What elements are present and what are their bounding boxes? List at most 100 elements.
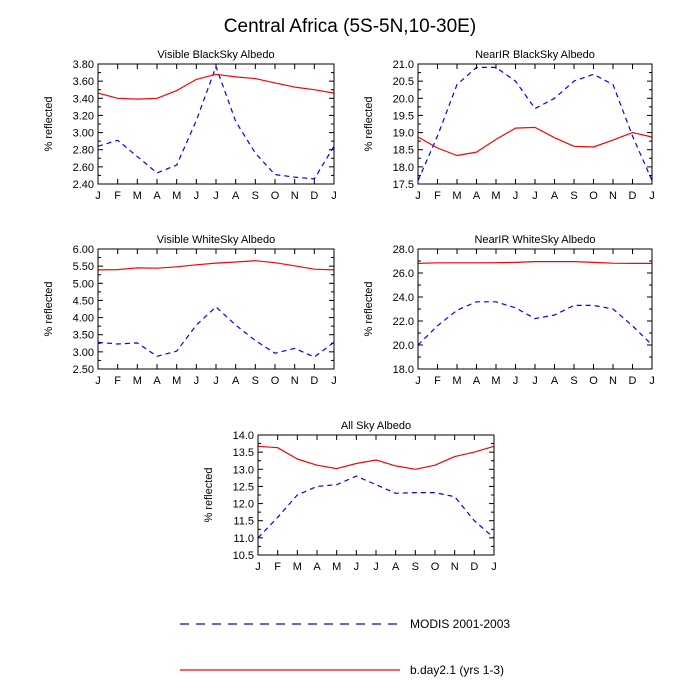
x-tick-label: A — [313, 561, 321, 573]
x-tick-label: M — [133, 375, 142, 387]
x-tick-label: J — [491, 561, 497, 573]
x-tick-label: M — [332, 561, 341, 573]
plot-frame — [257, 434, 495, 556]
y-tick-label: 5.50 — [73, 261, 94, 273]
x-tick-label: M — [452, 375, 461, 387]
series-line-modis — [417, 66, 653, 181]
series-line-model — [97, 260, 335, 271]
x-tick-label: J — [331, 375, 337, 387]
x-tick-label: F — [434, 375, 441, 387]
y-tick-label: 28.0 — [393, 244, 414, 256]
x-tick-label: J — [255, 561, 261, 573]
x-tick-label: J — [532, 190, 538, 202]
y-tick-label: 4.50 — [73, 295, 94, 307]
plot-frame — [417, 63, 653, 185]
y-tick-label: 10.5 — [233, 550, 254, 562]
y-tick-label: 3.40 — [73, 93, 94, 105]
x-tick-label: F — [434, 190, 441, 202]
chart-panel-5: All Sky Albedo 10.5 11.0 11.5 12.0 12.5 13.0 13… — [203, 420, 497, 573]
series-line-model — [257, 445, 495, 470]
y-tick-label: 18.5 — [393, 145, 414, 157]
y-tick-label: 12.0 — [233, 499, 254, 511]
y-tick-label: 3.60 — [73, 76, 94, 88]
x-tick-label: D — [629, 375, 637, 387]
y-axis-label: % reflected — [43, 96, 55, 151]
x-tick-label: S — [252, 190, 259, 202]
x-tick-label: J — [95, 375, 101, 387]
x-tick-label: A — [232, 190, 240, 202]
y-tick-label: 3.80 — [73, 59, 94, 71]
chart-panel-4: NearIR WhiteSky Albedo 18.0 20.0 22.0 24.0 26… — [363, 234, 655, 387]
legend: MODIS 2001-2003 b.day2.1 (yrs 1-3) — [180, 617, 510, 677]
y-tick-label: 19.0 — [393, 128, 414, 140]
y-tick-label: 20.0 — [393, 93, 414, 105]
chart-panel-1: Visible BlackSky Albedo 2.40 2.60 2.80 3.00 3… — [43, 49, 337, 202]
y-axis-label: % reflected — [203, 467, 215, 522]
y-tick-label: 2.80 — [73, 145, 94, 157]
x-tick-label: D — [310, 375, 318, 387]
x-tick-label: A — [392, 561, 400, 573]
x-tick-label: N — [291, 190, 299, 202]
y-tick-label: 18.0 — [393, 364, 414, 376]
panel-title: NearIR WhiteSky Albedo — [474, 234, 595, 246]
y-tick-label: 17.5 — [393, 179, 414, 191]
x-tick-label: D — [629, 190, 637, 202]
x-tick-label: O — [271, 190, 280, 202]
x-tick-label: A — [473, 375, 481, 387]
series-line-modis — [97, 65, 335, 180]
y-tick-label: 3.00 — [73, 128, 94, 140]
y-tick-label: 20.0 — [393, 340, 414, 352]
panel-title: NearIR BlackSky Albedo — [475, 49, 595, 61]
x-tick-label: A — [232, 375, 240, 387]
y-tick-label: 3.20 — [73, 110, 94, 122]
x-tick-label: J — [373, 561, 379, 573]
series-line-model — [417, 261, 652, 264]
y-tick-label: 2.60 — [73, 162, 94, 174]
series-line-model — [97, 73, 335, 100]
x-tick-label: N — [609, 190, 617, 202]
y-tick-label: 12.5 — [233, 481, 254, 493]
y-tick-label: 11.5 — [233, 516, 254, 528]
chart-panel-3: Visible WhiteSky Albedo 2.50 3.00 3.50 4.00 4… — [43, 234, 337, 387]
y-tick-label: 4.00 — [73, 313, 94, 325]
x-tick-label: S — [570, 375, 577, 387]
x-tick-label: O — [271, 375, 280, 387]
x-tick-label: J — [649, 190, 655, 202]
x-tick-label: M — [172, 375, 181, 387]
y-tick-label: 11.0 — [233, 533, 254, 545]
x-tick-label: M — [491, 375, 500, 387]
plot-frame — [417, 248, 653, 370]
x-tick-label: M — [293, 561, 302, 573]
x-tick-label: M — [491, 190, 500, 202]
x-tick-label: A — [551, 375, 559, 387]
x-tick-label: J — [213, 190, 219, 202]
x-tick-label: A — [153, 375, 161, 387]
x-tick-label: O — [431, 561, 440, 573]
panel-title: Visible WhiteSky Albedo — [157, 234, 275, 246]
x-tick-label: J — [354, 561, 360, 573]
x-tick-label: M — [452, 190, 461, 202]
x-tick-label: N — [609, 375, 617, 387]
chart-panel-2: NearIR BlackSky Albedo 17.5 18.0 18.5 19.0 19… — [363, 49, 655, 202]
x-tick-label: O — [589, 190, 598, 202]
x-tick-label: J — [513, 375, 519, 387]
y-tick-label: 5.00 — [73, 278, 94, 290]
x-tick-label: A — [153, 190, 161, 202]
x-tick-label: A — [473, 190, 481, 202]
y-tick-label: 26.0 — [393, 268, 414, 280]
x-tick-label: J — [532, 375, 538, 387]
series-line-modis — [257, 475, 495, 539]
y-tick-label: 13.0 — [233, 464, 254, 476]
y-axis-label: % reflected — [363, 281, 375, 336]
y-tick-label: 3.50 — [73, 330, 94, 342]
y-tick-label: 6.00 — [73, 244, 94, 256]
x-tick-label: J — [649, 375, 655, 387]
x-tick-label: M — [133, 190, 142, 202]
y-tick-label: 21.0 — [393, 59, 414, 71]
y-tick-label: 18.0 — [393, 162, 414, 174]
x-tick-label: F — [114, 375, 121, 387]
panel-title: Visible BlackSky Albedo — [157, 49, 274, 61]
legend-label-model: b.day2.1 (yrs 1-3) — [410, 663, 504, 677]
x-tick-label: J — [331, 190, 337, 202]
x-tick-label: J — [194, 190, 200, 202]
